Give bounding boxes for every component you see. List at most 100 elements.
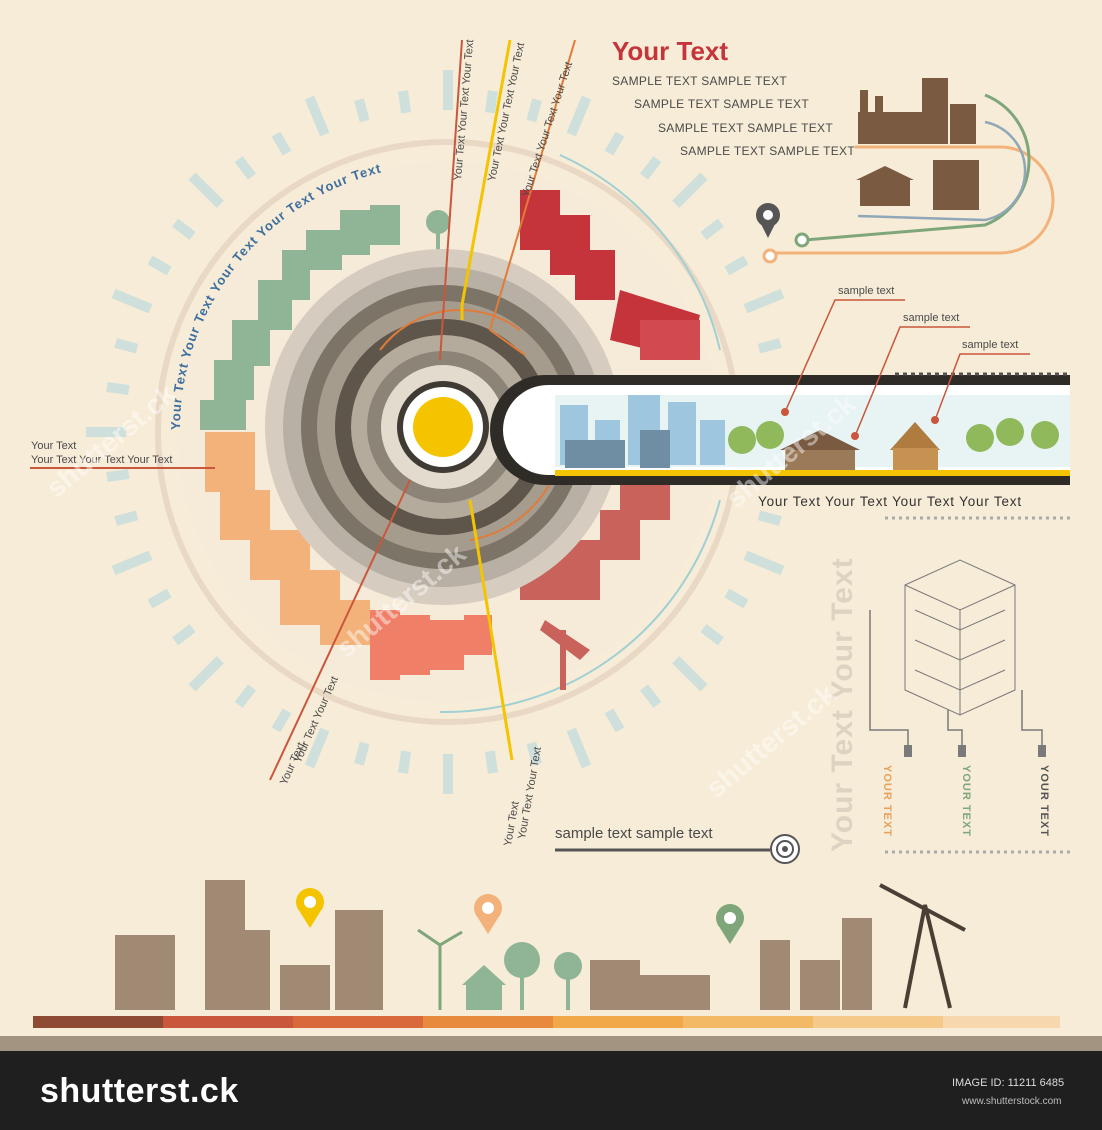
footer-bar <box>0 1051 1102 1130</box>
svg-text:Your Text Your Text Your Text: Your Text Your Text Your Text Your Text … <box>168 160 383 430</box>
arc-text: Your Text Your Text Your Text Your Text … <box>168 160 382 430</box>
orange-arc <box>379 309 521 351</box>
ring-dash <box>526 98 542 123</box>
ring-dash <box>485 750 498 774</box>
left-label-2: Your Text Your Text Your Text <box>31 454 173 466</box>
ring-dash <box>271 131 292 156</box>
ring-dash <box>354 98 370 123</box>
ring-dash <box>304 95 330 137</box>
ray-3 <box>488 39 576 356</box>
wind-turbine-icon <box>417 928 463 1010</box>
ring-dash <box>640 684 662 708</box>
ring-dash <box>566 727 592 769</box>
brand-logo: shutterst.ck <box>40 1072 239 1110</box>
ray-1 <box>439 39 463 361</box>
skyline-green <box>200 205 450 430</box>
skyline-orange <box>205 432 370 645</box>
connector-dot-orange <box>762 248 778 264</box>
panel-column-label-3: YOUR TEXT <box>1038 765 1050 837</box>
ring-dash <box>304 727 330 769</box>
callout-dot-1 <box>781 408 789 416</box>
callout-dot-3 <box>931 416 939 424</box>
ring-dash <box>106 382 130 395</box>
ring-dash <box>566 95 592 137</box>
outer-dash-ring <box>86 70 810 794</box>
ground-bar <box>0 1016 1102 1051</box>
panel-column-label-1: YOUR TEXT <box>881 765 893 837</box>
page-title: Your Text <box>612 36 729 66</box>
ring-dash <box>114 338 139 354</box>
ring-dash <box>485 90 498 114</box>
ring-dash <box>724 255 749 276</box>
ring-dash <box>526 741 542 766</box>
ring-dash <box>398 90 411 114</box>
map-pin-green-icon <box>716 904 744 944</box>
house-icons <box>856 160 979 210</box>
ring-dash <box>188 172 224 208</box>
header-line-1: SAMPLE TEXT SAMPLE TEXT <box>612 74 787 88</box>
header-line-4: SAMPLE TEXT SAMPLE TEXT <box>680 144 855 158</box>
ray-4 <box>269 479 411 781</box>
bottom-skyline <box>115 880 872 1010</box>
teal-arc <box>559 154 721 351</box>
callout-line-3 <box>934 353 1030 421</box>
skyline-salmon <box>370 610 492 680</box>
header-line-3: SAMPLE TEXT SAMPLE TEXT <box>658 121 833 135</box>
callout-label-3: sample text <box>962 339 1019 351</box>
ring-dash <box>757 510 782 526</box>
header-line-2: SAMPLE TEXT SAMPLE TEXT <box>634 97 809 111</box>
ring-dash <box>743 288 785 314</box>
ray-5 <box>468 499 514 761</box>
ring-dash <box>757 338 782 354</box>
connector-arc-orange <box>775 145 1055 255</box>
strip-caption: Your Text Your Text Your Text Your Text <box>758 494 1022 509</box>
skyline-red <box>520 190 700 360</box>
map-pin-yellow-icon <box>296 888 324 928</box>
panel-column-label-2: YOUR TEXT <box>960 765 972 837</box>
bottom-trees <box>462 942 582 1010</box>
ring-dash <box>234 156 256 180</box>
location-pin-icon <box>756 203 780 238</box>
oil-pump-icon <box>879 883 966 1009</box>
ray-2 <box>460 39 512 320</box>
ring-dash <box>672 656 708 692</box>
connector-arc-blue <box>857 120 1027 222</box>
ring-dash <box>172 624 196 646</box>
ring-dash <box>147 255 172 276</box>
ring-dash <box>111 288 153 314</box>
ring-dash <box>672 172 708 208</box>
factory-icon <box>858 78 976 144</box>
ring-dash <box>234 684 256 708</box>
ring-dash <box>172 218 196 240</box>
callout-line-1 <box>784 299 905 413</box>
connector-arc-green <box>804 93 1031 242</box>
left-label-1: Your Text <box>31 440 77 452</box>
ring-dash <box>700 218 724 240</box>
ring-dash <box>188 656 224 692</box>
image-id: IMAGE ID: 11211 6485 <box>952 1077 1065 1089</box>
ring-dash <box>398 750 411 774</box>
ring-dash <box>111 550 153 576</box>
site-url: www.shutterstock.com <box>962 1096 1062 1107</box>
panel-pins <box>904 745 1046 757</box>
ring-dash <box>114 510 139 526</box>
callout-label-1: sample text <box>838 285 895 297</box>
ring-dash <box>604 131 625 156</box>
callout-label-2: sample text <box>903 312 960 324</box>
callout-line-2 <box>854 326 970 437</box>
panel-connectors <box>869 610 1043 745</box>
ring-dash <box>106 469 130 482</box>
lower-sample-text: sample text sample text <box>555 825 713 842</box>
ring-dash <box>604 708 625 733</box>
sun-core <box>413 397 473 457</box>
connector-dot-green <box>794 232 810 248</box>
ring-dash <box>724 588 749 609</box>
ring-dash <box>354 741 370 766</box>
wireframe-cube-icon <box>904 559 1016 716</box>
ring-dash <box>147 588 172 609</box>
map-pin-orange-icon <box>474 894 502 934</box>
ring-dash <box>700 624 724 646</box>
ring-dash <box>271 708 292 733</box>
